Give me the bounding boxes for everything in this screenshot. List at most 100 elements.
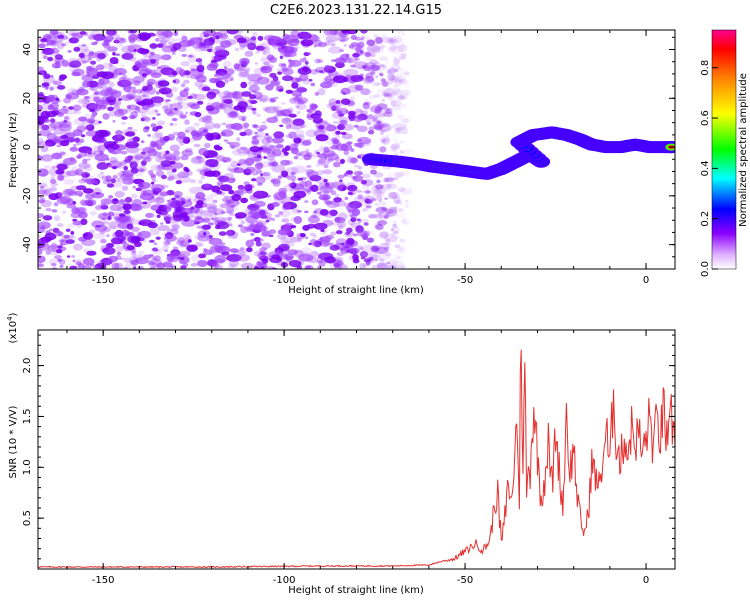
noise-point xyxy=(84,199,97,207)
noise-point xyxy=(213,144,221,150)
noise-point xyxy=(262,171,271,177)
noise-point xyxy=(78,86,85,93)
noise-point xyxy=(365,72,374,79)
noise-point xyxy=(178,40,193,48)
noise-point xyxy=(150,184,165,192)
noise-point xyxy=(403,132,408,135)
noise-point xyxy=(262,172,266,176)
noise-point xyxy=(82,164,93,172)
noise-point xyxy=(113,108,125,117)
noise-point xyxy=(61,43,67,47)
noise-point xyxy=(259,46,270,53)
noise-point xyxy=(48,168,59,177)
noise-point xyxy=(372,42,379,46)
noise-point xyxy=(76,63,82,67)
noise-point xyxy=(172,42,182,50)
noise-point xyxy=(390,99,402,107)
noise-point xyxy=(317,88,326,96)
noise-point xyxy=(296,86,306,93)
noise-point xyxy=(350,64,356,68)
noise-point xyxy=(84,150,96,158)
noise-point xyxy=(354,196,365,204)
noise-point xyxy=(40,110,51,119)
y-tick-label: 2.0 xyxy=(22,358,33,374)
noise-point xyxy=(227,167,232,172)
noise-point xyxy=(353,170,364,176)
noise-point xyxy=(163,203,173,211)
noise-point xyxy=(348,255,357,261)
noise-point xyxy=(231,194,242,202)
noise-point xyxy=(254,62,258,65)
colorbar-tick-label: 0.6 xyxy=(700,110,711,126)
noise-point xyxy=(159,191,169,197)
noise-point xyxy=(272,75,279,82)
noise-point xyxy=(170,227,179,232)
noise-point xyxy=(86,250,97,256)
noise-point xyxy=(184,87,190,92)
noise-point xyxy=(46,43,49,47)
noise-point xyxy=(352,249,358,253)
noise-point xyxy=(83,188,94,194)
noise-point xyxy=(383,111,393,118)
noise-point xyxy=(381,139,387,143)
noise-point xyxy=(198,74,204,78)
noise-point xyxy=(222,197,228,203)
noise-point xyxy=(343,44,347,47)
noise-point xyxy=(400,170,411,177)
noise-point xyxy=(396,208,404,213)
noise-point xyxy=(140,117,145,122)
x-tick-label: -100 xyxy=(273,275,296,286)
noise-point xyxy=(361,173,371,179)
noise-point xyxy=(160,222,164,225)
noise-point xyxy=(317,188,321,192)
noise-point xyxy=(214,254,227,263)
noise-point xyxy=(161,64,171,71)
noise-point xyxy=(304,210,309,214)
noise-point xyxy=(386,211,391,215)
noise-point xyxy=(244,157,255,166)
noise-point xyxy=(373,109,382,114)
noise-point xyxy=(215,134,221,140)
noise-point xyxy=(274,115,278,120)
noise-point xyxy=(275,144,284,149)
noise-point xyxy=(382,88,397,97)
noise-point xyxy=(212,217,219,223)
noise-point xyxy=(376,120,382,125)
noise-point xyxy=(328,98,337,106)
noise-point xyxy=(142,190,148,195)
noise-point xyxy=(149,239,155,243)
noise-point xyxy=(150,181,155,185)
noise-point xyxy=(253,190,269,199)
noise-point xyxy=(109,156,118,163)
noise-point xyxy=(38,168,49,177)
noise-point xyxy=(59,195,72,204)
noise-point xyxy=(380,132,384,135)
noise-point xyxy=(197,260,208,267)
noise-point xyxy=(342,32,346,36)
noise-point xyxy=(305,129,318,138)
noise-point xyxy=(377,70,383,75)
noise-point xyxy=(380,183,391,191)
noise-point xyxy=(230,106,235,111)
noise-point xyxy=(225,39,237,46)
noise-point xyxy=(50,176,55,179)
noise-point xyxy=(91,111,98,117)
noise-point xyxy=(249,222,256,228)
noise-point xyxy=(243,226,251,231)
noise-point xyxy=(386,108,391,112)
noise-point xyxy=(313,222,328,230)
noise-point xyxy=(93,150,104,156)
noise-point xyxy=(230,110,237,117)
noise-point xyxy=(71,236,77,240)
noise-point xyxy=(55,54,63,60)
noise-point xyxy=(228,259,240,267)
noise-point xyxy=(364,52,372,57)
noise-point xyxy=(231,149,242,156)
noise-point xyxy=(253,81,259,86)
noise-point xyxy=(94,224,108,232)
noise-point xyxy=(130,193,138,199)
noise-point xyxy=(64,188,76,195)
noise-point xyxy=(335,193,340,197)
noise-point xyxy=(338,265,342,269)
